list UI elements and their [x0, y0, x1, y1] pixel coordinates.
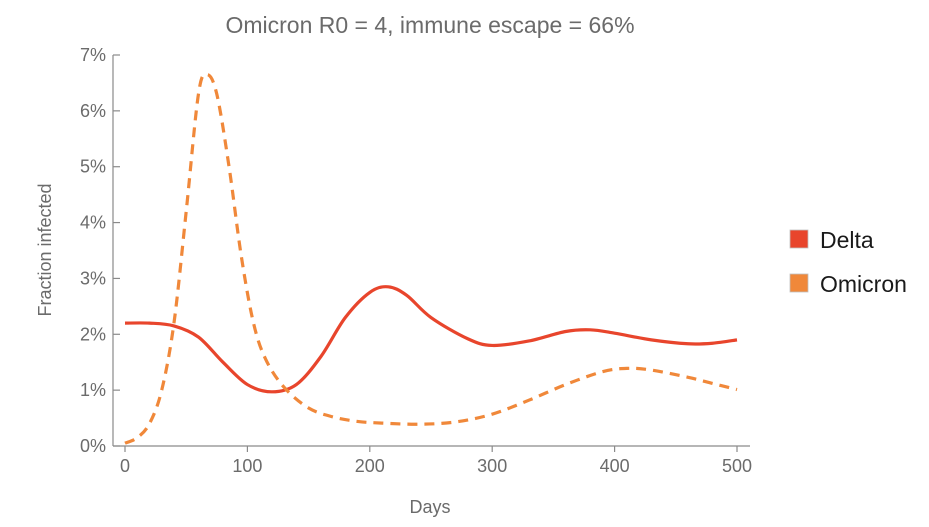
legend-swatch-omicron — [789, 273, 809, 293]
series-layer — [124, 72, 738, 445]
x-tick-label: 400 — [600, 456, 630, 476]
y-tick-label: 6% — [80, 101, 106, 121]
y-tick-label: 0% — [80, 436, 106, 456]
series-line-omicron — [124, 72, 738, 445]
axes — [112, 55, 750, 447]
x-tick-label: 200 — [355, 456, 385, 476]
y-tick-label: 1% — [80, 380, 106, 400]
chart-title: Omicron R0 = 4, immune escape = 66% — [225, 12, 634, 38]
y-tick-label: 3% — [80, 268, 106, 288]
y-tick-label: 4% — [80, 213, 106, 233]
x-tick-label: 500 — [722, 456, 752, 476]
y-axis-label: Fraction infected — [35, 183, 55, 316]
x-axis-label: Days — [409, 497, 450, 517]
y-tick-label: 2% — [80, 324, 106, 344]
x-ticks: 0 100 200 300 400 500 — [120, 446, 752, 476]
x-tick-label: 0 — [120, 456, 130, 476]
legend: Delta Omicron — [789, 227, 907, 297]
x-tick-label: 300 — [477, 456, 507, 476]
legend-label-omicron: Omicron — [820, 271, 907, 297]
legend-label-delta: Delta — [820, 227, 874, 253]
legend-swatch-delta — [789, 229, 809, 249]
y-tick-label: 5% — [80, 157, 106, 177]
y-ticks: 0% 1% 2% 3% 4% 5% 6% 7% — [80, 45, 120, 456]
series-line-delta — [124, 285, 738, 394]
x-tick-label: 100 — [232, 456, 262, 476]
y-tick-label: 7% — [80, 45, 106, 65]
